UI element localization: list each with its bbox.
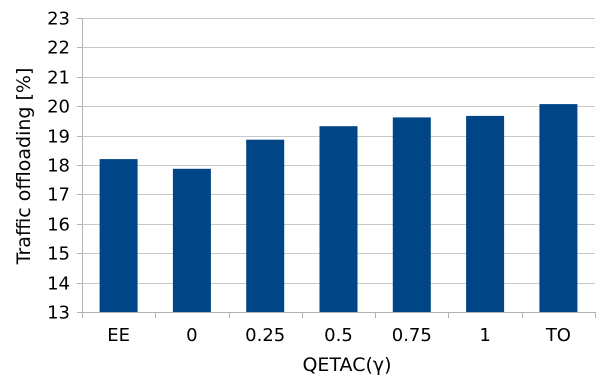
axes xyxy=(77,18,596,318)
bar xyxy=(392,117,431,313)
x-tick-label: 0.25 xyxy=(245,325,285,346)
y-tick-label: 21 xyxy=(47,68,70,89)
y-tick-label: 20 xyxy=(47,97,70,118)
y-axis-title: Traffic offloading [%] xyxy=(13,68,35,266)
bar xyxy=(539,104,578,312)
bar xyxy=(172,168,211,312)
y-tick-label: 17 xyxy=(47,185,70,206)
y-tick-label: 23 xyxy=(47,9,70,30)
bar xyxy=(319,126,358,312)
bars xyxy=(99,104,578,313)
y-tick-label: 19 xyxy=(47,127,70,148)
y-tick-label: 22 xyxy=(47,38,70,59)
x-tick-label: 0.75 xyxy=(392,325,432,346)
x-axis-title: QETAC(γ) xyxy=(302,354,391,376)
x-tick-label: 1 xyxy=(479,325,490,346)
y-tick-label: 14 xyxy=(47,274,70,295)
x-tick-label: EE xyxy=(107,325,130,346)
bar xyxy=(466,115,505,313)
x-tick-labels: EE 0 0.25 0.5 0.75 1 TO xyxy=(107,325,571,346)
x-tick-label: 0.5 xyxy=(324,325,353,346)
y-tick-label: 13 xyxy=(47,303,70,324)
y-tick-label: 16 xyxy=(47,215,70,236)
y-tick-label: 15 xyxy=(47,244,70,265)
y-tick-label: 18 xyxy=(47,156,70,177)
x-tick-label: 0 xyxy=(186,325,197,346)
x-tick-label: TO xyxy=(545,325,571,346)
y-tick-labels: 13 14 15 16 17 18 19 20 21 22 23 xyxy=(47,9,70,324)
bar xyxy=(99,159,138,312)
bar xyxy=(246,139,285,312)
